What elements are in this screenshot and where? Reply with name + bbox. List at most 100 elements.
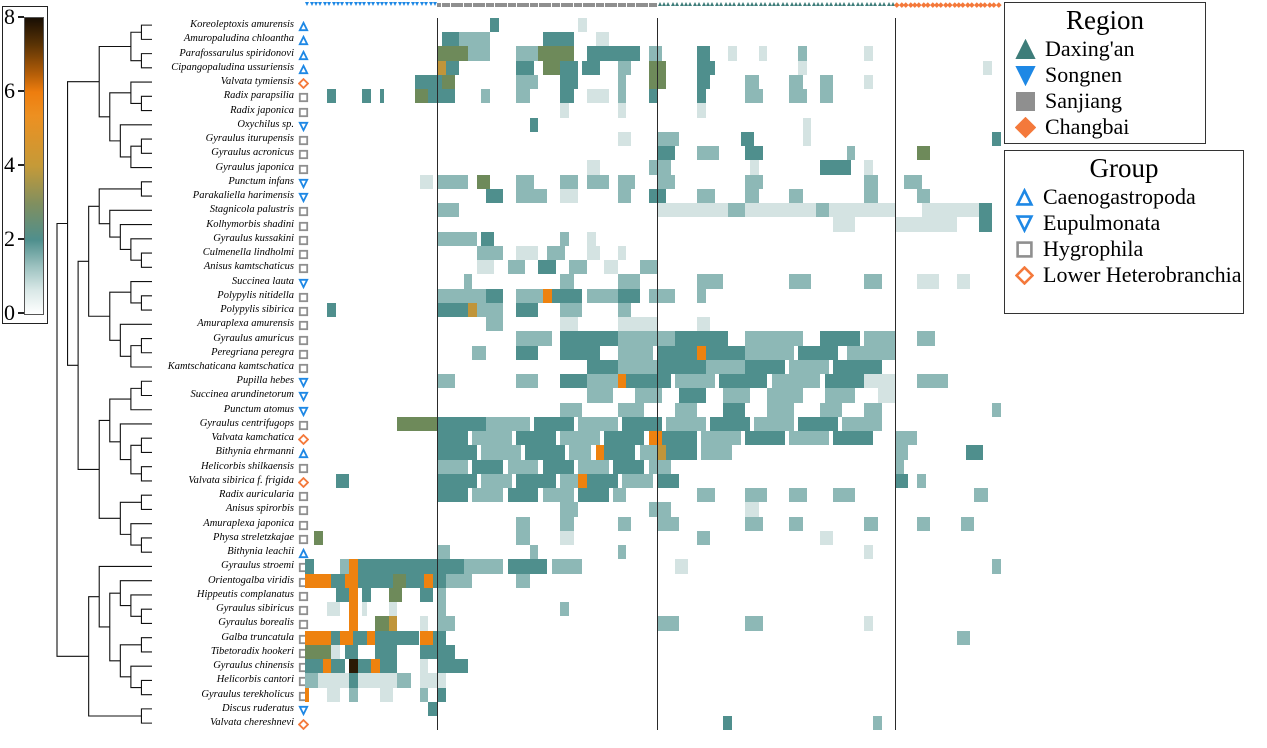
dendrogram-lines — [56, 24, 152, 724]
legend-item: Lower Heterobranchia — [1005, 262, 1243, 288]
heatmap-cell — [516, 331, 552, 346]
heatmap-cell — [789, 89, 808, 104]
region-marker-icon — [428, 2, 433, 6]
heatmap-cell — [696, 46, 711, 61]
heatmap-cell — [604, 260, 618, 275]
region-marker-icon — [868, 2, 873, 6]
region-marker-icon — [441, 3, 446, 7]
heatmap-cell — [419, 616, 429, 631]
region-marker-icon — [622, 3, 627, 7]
heatmap-cell — [917, 473, 926, 489]
heatmap-cell — [441, 32, 460, 47]
heatmap-cell — [388, 602, 398, 617]
group-symbol-icon — [298, 261, 310, 274]
region-marker-icon — [388, 2, 393, 6]
heatmap-cell — [516, 345, 539, 360]
species-label: Gyraulus acronicus — [211, 147, 294, 159]
legend-item-label: Songnen — [1045, 62, 1122, 87]
species-label: Punctum atomus — [223, 403, 294, 415]
region-marker-icon — [393, 2, 398, 6]
group-symbol-icon — [298, 48, 310, 60]
heatmap-cell — [917, 146, 931, 161]
species-label: Koreoleptoxis amurensis — [190, 19, 294, 31]
region-marker-icon — [838, 2, 843, 6]
colorbar-tick-mark — [18, 164, 24, 166]
region-marker-icon — [565, 3, 570, 7]
region-marker-icon — [371, 2, 376, 6]
species-label: Physa streletzkajae — [213, 531, 294, 543]
heatmap-cell — [635, 388, 662, 403]
species-label: Gyraulus sibiricus — [216, 603, 294, 615]
group-symbol-icon — [298, 133, 310, 146]
heatmap-cell — [569, 260, 587, 275]
region-marker-icon — [490, 3, 495, 7]
heatmap-cell — [516, 473, 557, 489]
region-marker-icon — [776, 2, 781, 6]
heatmap-cell — [538, 260, 557, 275]
species-label: Amuraplexa japonica — [203, 517, 294, 529]
region-marker-icon — [719, 2, 724, 6]
region-marker-icon — [494, 3, 499, 7]
heatmap-cell — [437, 431, 468, 446]
heatmap — [305, 18, 1001, 731]
heatmap-cell — [349, 687, 358, 702]
heatmap-cell — [745, 431, 786, 446]
heatmap-cell — [895, 431, 918, 446]
heatmap-cell — [864, 331, 896, 346]
heatmap-cell — [617, 374, 627, 389]
heatmap-cell — [406, 573, 424, 588]
group-symbol-icon — [298, 162, 310, 174]
heatmap-cell — [864, 174, 878, 189]
region-marker-icon — [860, 2, 865, 6]
group-symbol-icon — [298, 304, 310, 317]
heatmap-cell — [895, 445, 909, 460]
heatmap-cell — [481, 231, 495, 246]
heatmap-cell — [516, 188, 548, 204]
heatmap-cell — [542, 288, 552, 303]
region-marker-icon — [727, 2, 732, 6]
heatmap-cell — [604, 445, 636, 460]
species-label: Punctum infans — [228, 175, 294, 187]
heatmap-cell — [560, 89, 574, 104]
heatmap-cell — [437, 602, 446, 617]
heatmap-cell — [516, 46, 539, 61]
heatmap-cell — [538, 46, 574, 61]
group-symbol-icon — [298, 147, 310, 160]
heatmap-cell — [727, 46, 737, 61]
heatmap-cell — [525, 445, 565, 460]
region-marker-icon — [763, 2, 768, 6]
region-marker-icon — [349, 2, 354, 6]
heatmap-cell — [305, 573, 332, 588]
region-marker-icon — [309, 2, 314, 6]
legend-symbol-square-icon — [1015, 240, 1034, 259]
heatmap-cell — [895, 217, 957, 232]
heatmap-cell — [507, 260, 526, 275]
region-marker-icon — [498, 3, 503, 7]
region-marker-icon — [855, 2, 860, 6]
group-symbol-icon — [298, 119, 310, 133]
region-marker-icon — [670, 2, 675, 6]
heatmap-cell — [648, 502, 671, 517]
heatmap-cell — [679, 388, 706, 403]
heatmap-cell — [423, 573, 433, 588]
region-marker-icon — [617, 3, 622, 7]
heatmap-cell — [560, 188, 579, 204]
region-marker-icon — [432, 2, 437, 6]
region-marker-icon — [353, 2, 358, 6]
heatmap-cell — [428, 701, 438, 716]
region-marker-icon — [697, 2, 702, 6]
region-marker-icon — [384, 2, 389, 6]
group-symbol-icon — [298, 276, 310, 289]
region-marker-icon — [780, 2, 785, 6]
heatmap-cell — [789, 274, 812, 289]
heatmap-cell — [375, 616, 389, 631]
group-symbol-icon — [298, 333, 310, 345]
heatmap-cell — [349, 559, 358, 574]
heatmap-cell — [617, 131, 631, 147]
heatmap-cell — [375, 644, 398, 659]
heatmap-cell — [648, 89, 658, 104]
heatmap-cell — [419, 587, 433, 603]
region-marker-icon — [613, 3, 618, 7]
region-marker-icon — [397, 2, 402, 6]
heatmap-cell — [340, 630, 354, 645]
